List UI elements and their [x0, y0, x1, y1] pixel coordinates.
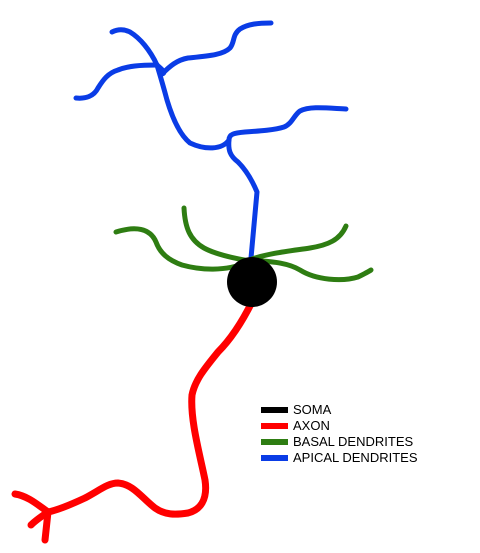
legend-item-apical-dendrites: APICAL DENDRITES — [261, 450, 418, 465]
axon-terminal-upper — [11, 490, 52, 516]
legend-swatch-axon — [261, 422, 288, 429]
apical-dendrites — [73, 20, 349, 261]
legend-swatch-soma — [261, 406, 288, 413]
legend-swatch-basal-dendrites — [261, 438, 288, 445]
legend-label-axon: AXON — [293, 418, 330, 433]
legend-label-apical-dendrites: APICAL DENDRITES — [293, 450, 418, 465]
axon-terminal-lower — [41, 508, 52, 544]
soma — [227, 257, 277, 307]
apical-trunk — [154, 62, 260, 261]
axon-trunk — [44, 298, 256, 518]
apical-branch-upper-right — [154, 20, 274, 77]
apical-branch-left — [73, 62, 160, 101]
legend: SOMA AXON BASAL DENDRITES APICAL DENDRIT… — [261, 402, 418, 465]
legend-label-soma: SOMA — [293, 402, 332, 417]
basal-dendrite-upper-right — [249, 223, 349, 262]
legend-item-basal-dendrites: BASAL DENDRITES — [261, 434, 418, 449]
basal-dendrites — [113, 205, 374, 283]
basal-dendrite-right — [249, 257, 374, 283]
basal-dendrite-upper-left — [181, 205, 253, 264]
apical-branch-upper-left — [109, 27, 160, 68]
basal-dendrite-left — [113, 226, 251, 272]
apical-branch-right — [226, 105, 349, 143]
legend-item-soma: SOMA — [261, 402, 418, 417]
axon — [11, 298, 256, 544]
legend-label-basal-dendrites: BASAL DENDRITES — [293, 434, 414, 449]
legend-swatch-apical-dendrites — [261, 454, 288, 461]
legend-item-axon: AXON — [261, 418, 418, 433]
